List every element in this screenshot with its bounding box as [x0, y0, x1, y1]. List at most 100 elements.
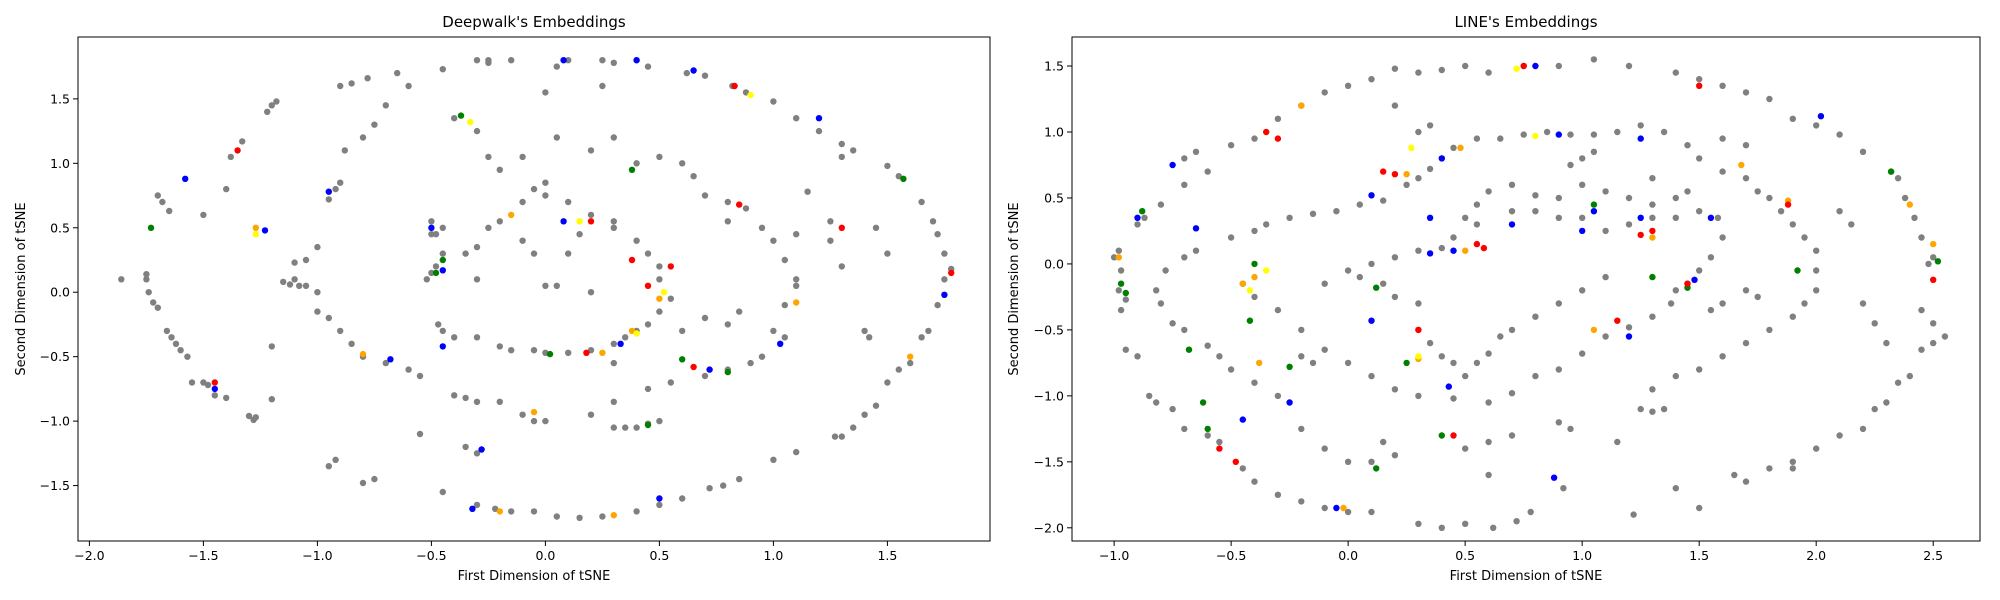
chart-deepwalk: Deepwalk's Embeddings −2.0 −1.5 −1.0 −0.5 0.…	[14, 13, 991, 584]
grey-point	[462, 394, 469, 402]
grey-point	[1344, 508, 1352, 516]
yellow-point	[660, 289, 668, 296]
grey-point	[1380, 438, 1387, 446]
grey-point	[1153, 287, 1160, 294]
yellow-point	[1246, 287, 1254, 294]
grey-point	[1415, 69, 1422, 76]
grey-point	[1485, 188, 1492, 195]
grey-point	[736, 308, 743, 315]
blue-point	[1450, 247, 1457, 254]
blue-point	[1532, 62, 1539, 70]
grey-point	[553, 282, 560, 289]
red-point	[1637, 231, 1644, 239]
grey-point	[815, 127, 823, 135]
grey-point	[1321, 445, 1328, 452]
blue-point	[1445, 383, 1453, 390]
grey-point	[1714, 214, 1722, 221]
grey-point	[1766, 194, 1773, 202]
grey-point	[1438, 244, 1446, 252]
grey-point	[1462, 62, 1469, 70]
x-tick-label: −1.0	[302, 548, 332, 563]
grey-point	[565, 250, 572, 257]
grey-point	[934, 301, 941, 309]
red-point	[1216, 445, 1223, 452]
y-tick-label: −2.0	[1034, 520, 1064, 535]
grey-point	[610, 424, 617, 431]
grey-point	[462, 443, 469, 451]
grey-point	[622, 424, 629, 431]
y-tick-label: 1.0	[50, 156, 70, 171]
grey-point	[1789, 115, 1797, 123]
grey-point	[1696, 267, 1703, 274]
grey-point	[781, 334, 788, 341]
red-point	[1684, 280, 1691, 287]
grey-point	[1707, 306, 1715, 314]
grey-point	[302, 282, 310, 289]
grey-point	[314, 243, 321, 251]
grey-point	[838, 140, 845, 148]
plot-frame	[1071, 36, 1981, 542]
grey-point	[416, 372, 424, 380]
grey-point	[223, 185, 230, 193]
grey-point	[337, 179, 344, 186]
grey-point	[1239, 465, 1247, 472]
grey-point	[168, 334, 175, 341]
plot-frame	[77, 36, 991, 542]
grey-point	[273, 98, 280, 105]
x-tick-label: 2.5	[1923, 548, 1943, 563]
green-point	[1590, 201, 1598, 208]
grey-point	[1368, 458, 1375, 465]
x-tick-label: 1.5	[877, 548, 897, 563]
grey-point	[1696, 366, 1703, 373]
grey-point	[599, 82, 606, 90]
green-point	[1199, 399, 1207, 406]
grey-point	[793, 231, 800, 238]
grey-point	[667, 295, 674, 302]
grey-point	[1110, 254, 1118, 261]
grey-point	[382, 359, 389, 367]
grey-point	[1462, 214, 1469, 221]
blue-point	[1590, 208, 1598, 215]
orange-point	[907, 353, 914, 360]
grey-point	[1918, 346, 1925, 353]
green-point	[432, 269, 440, 277]
blue-point	[1691, 276, 1698, 283]
grey-point	[1649, 201, 1656, 208]
orange-point	[1115, 254, 1123, 261]
grey-point	[724, 321, 731, 328]
grey-point	[1508, 181, 1516, 188]
blue-point	[1169, 161, 1176, 169]
blue-point	[1426, 250, 1434, 257]
grey-point	[1590, 148, 1598, 155]
y-axis-label: Second Dimension of tSNE	[14, 202, 29, 375]
grey-point	[861, 411, 868, 418]
grey-point	[1742, 478, 1750, 485]
green-point	[900, 175, 907, 182]
green-point	[1139, 208, 1146, 215]
y-tick-label: 1.5	[1044, 59, 1064, 74]
grey-point	[1321, 280, 1328, 287]
grey-point	[565, 57, 572, 64]
grey-point	[1532, 208, 1539, 215]
grey-point	[1157, 300, 1165, 307]
grey-point	[519, 198, 526, 206]
grey-point	[1754, 293, 1761, 301]
grey-point	[325, 463, 332, 470]
orange-point	[1256, 359, 1263, 367]
grey-point	[1415, 392, 1422, 400]
grey-point	[485, 153, 492, 161]
grey-point	[508, 347, 515, 354]
grey-point	[154, 304, 161, 311]
orange-point	[496, 508, 503, 515]
green-point	[1117, 280, 1125, 287]
grey-point	[633, 424, 640, 431]
red-point	[587, 218, 595, 225]
blue-point	[1637, 214, 1644, 221]
grey-point	[633, 160, 640, 167]
grey-point	[701, 72, 709, 79]
grey-point	[770, 327, 777, 335]
green-point	[1122, 289, 1130, 297]
grey-point	[1742, 339, 1750, 347]
grey-point	[1274, 392, 1282, 400]
grey-point	[1426, 339, 1434, 347]
